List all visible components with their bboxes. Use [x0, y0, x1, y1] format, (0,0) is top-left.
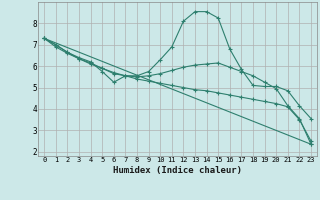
X-axis label: Humidex (Indice chaleur): Humidex (Indice chaleur): [113, 166, 242, 175]
